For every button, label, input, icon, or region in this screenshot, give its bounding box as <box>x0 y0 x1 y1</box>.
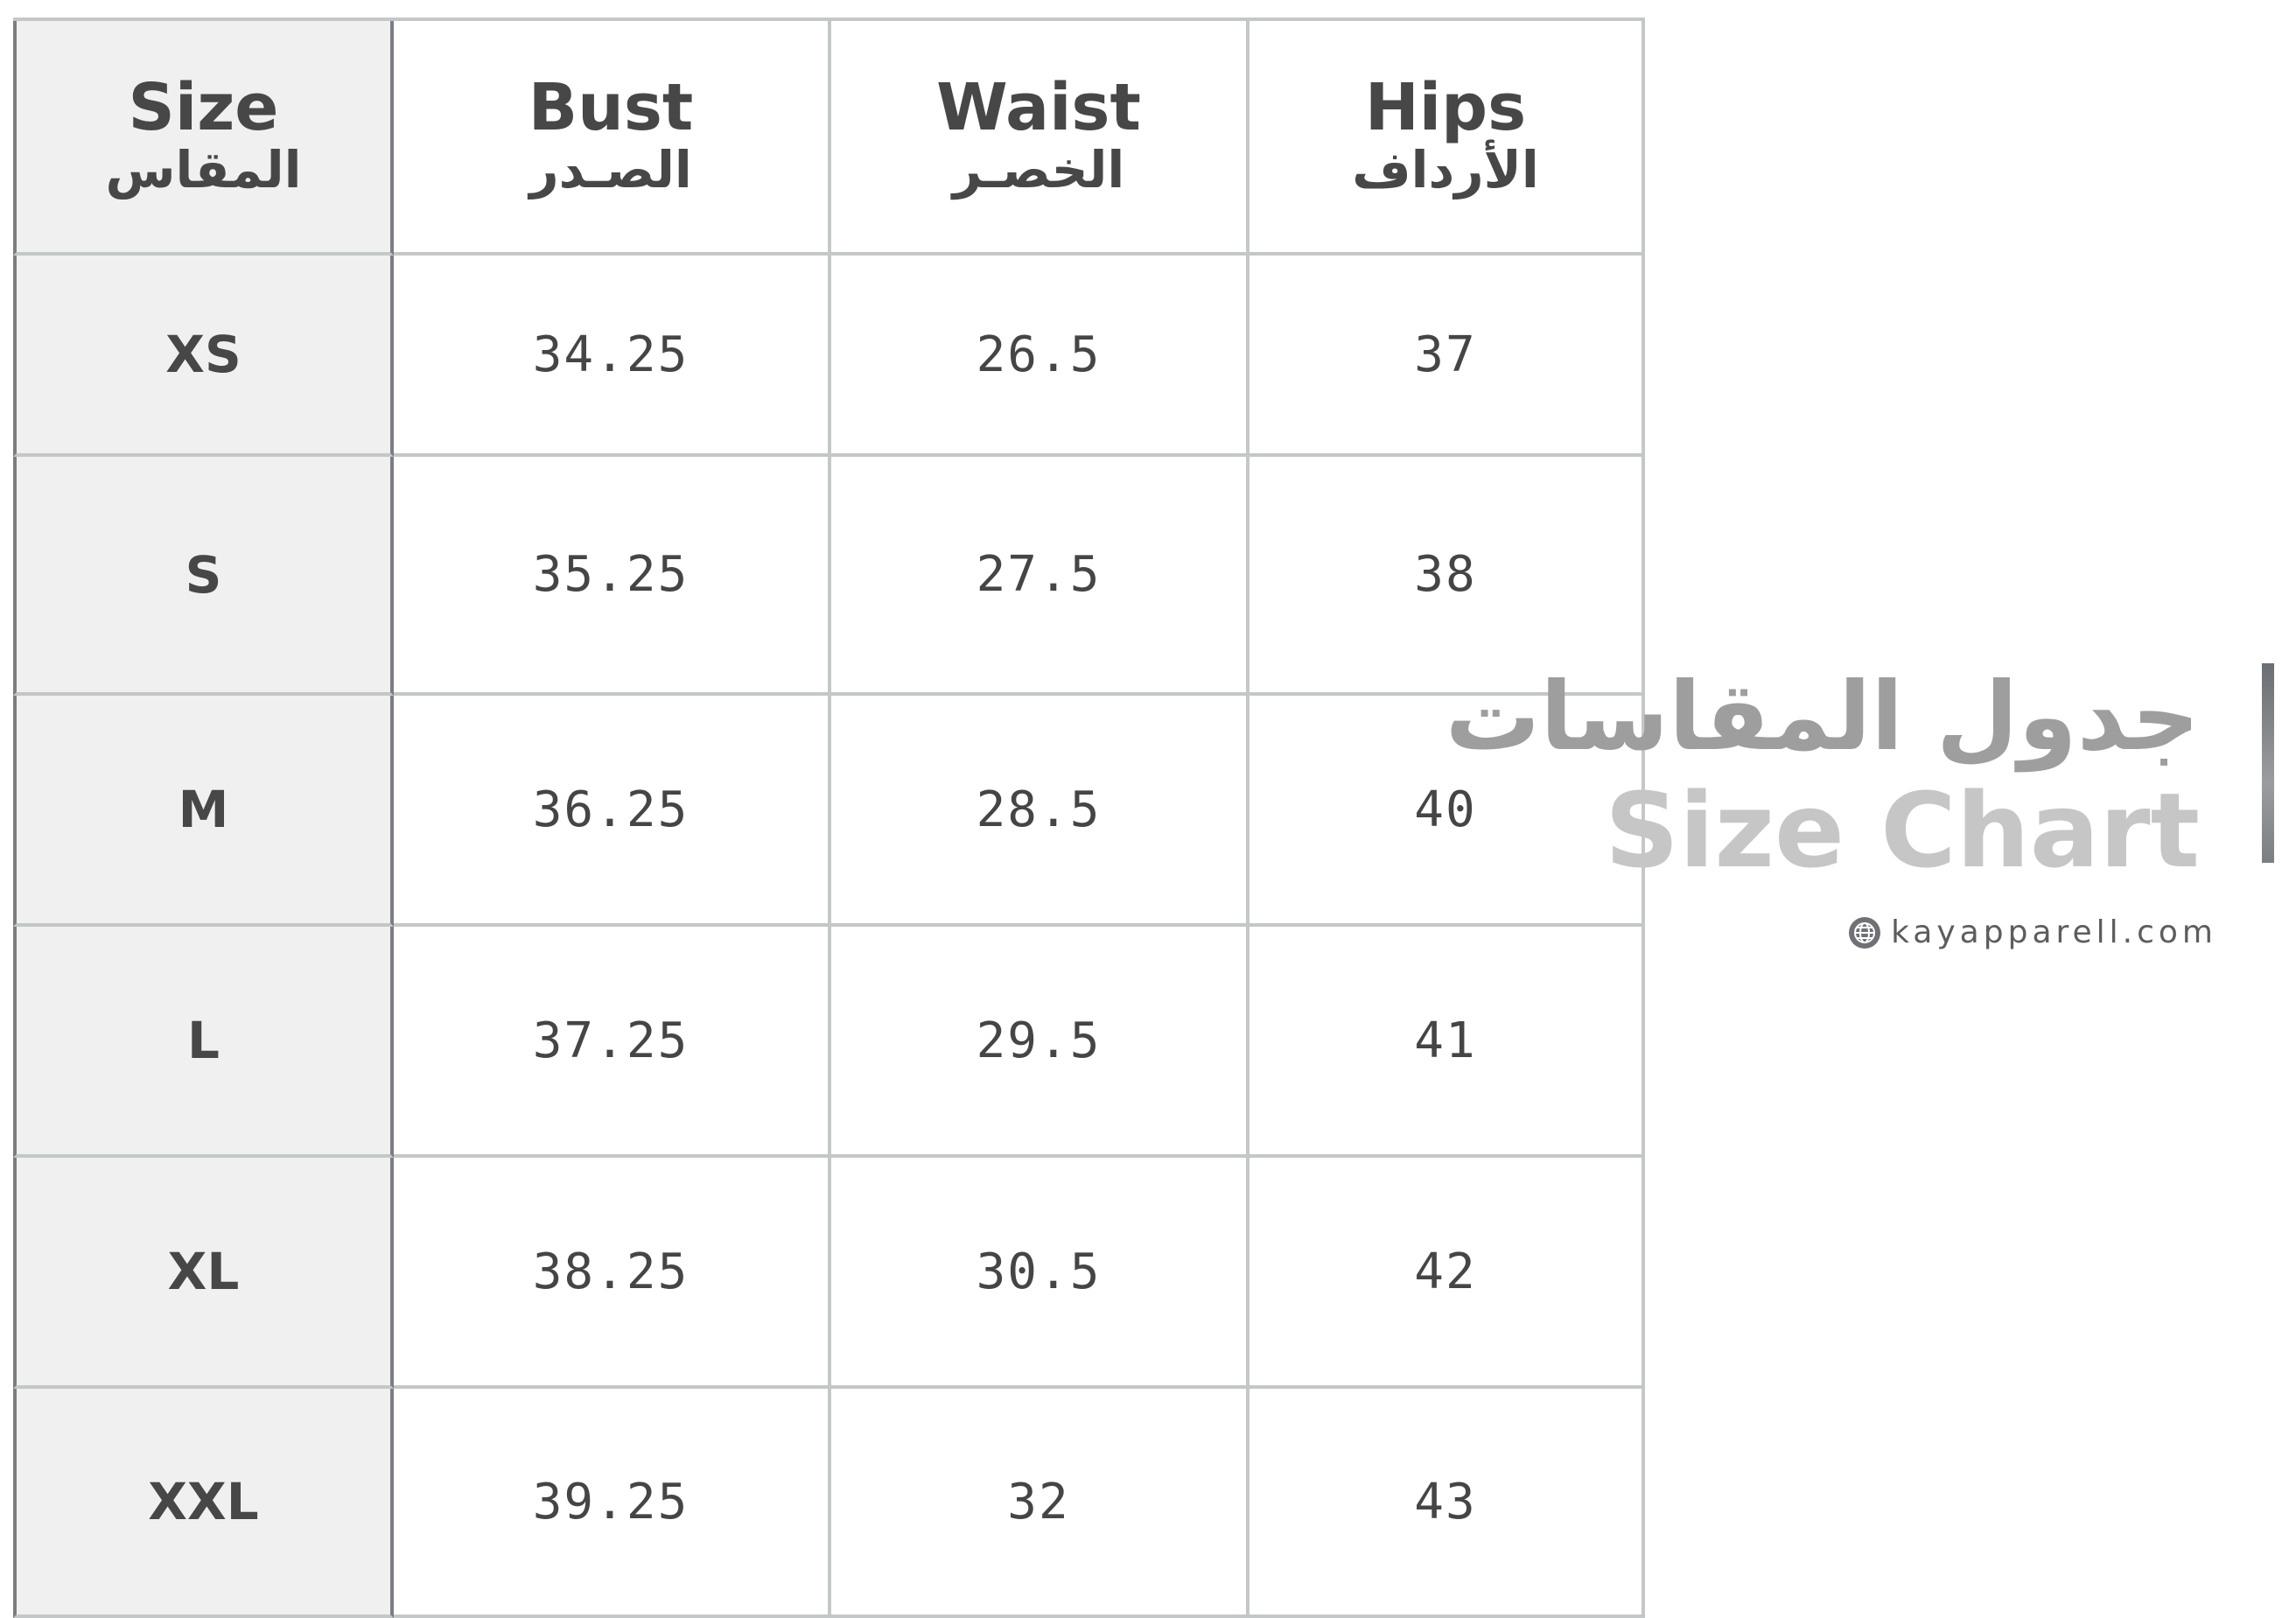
size-label: XL <box>167 1242 240 1301</box>
cell-waist: 27.5 <box>831 457 1250 696</box>
hips-value: 40 <box>1414 781 1477 838</box>
cell-size: XS <box>13 256 394 457</box>
waist-value: 32 <box>1007 1473 1070 1530</box>
cell-bust: 34.25 <box>394 256 831 457</box>
header-bust: Bust الصـدر <box>394 21 831 256</box>
cell-hips: 38 <box>1250 457 1645 696</box>
hips-value: 37 <box>1414 326 1477 383</box>
cell-bust: 37.25 <box>394 927 831 1158</box>
waist-value: 27.5 <box>976 546 1102 603</box>
size-label: XXL <box>148 1472 259 1531</box>
cell-size: L <box>13 927 394 1158</box>
waist-value: 26.5 <box>976 326 1102 383</box>
title-block: جدول المقاسات Size Chart <box>1446 661 2200 887</box>
header-hips-en: Hips <box>1364 70 1527 146</box>
cell-size: XXL <box>13 1389 394 1618</box>
size-label: L <box>187 1011 220 1070</box>
size-label: S <box>185 544 222 605</box>
title-english: Size Chart <box>1604 769 2200 891</box>
cell-waist: 32 <box>831 1389 1250 1618</box>
header-size: Size المقاس <box>13 21 394 256</box>
bust-value: 34.25 <box>532 326 690 383</box>
header-size-ar: المقاس <box>105 139 302 200</box>
cell-hips: 42 <box>1250 1158 1645 1389</box>
website-text: kayapparell.com <box>1891 914 2217 950</box>
header-hips: Hips الأرداف <box>1250 21 1645 256</box>
accent-bar <box>2262 663 2274 863</box>
cell-size: XL <box>13 1158 394 1389</box>
size-label: M <box>178 780 229 839</box>
cell-hips: 43 <box>1250 1389 1645 1618</box>
cell-waist: 26.5 <box>831 256 1250 457</box>
size-chart-table: Size المقاس Bust الصـدر Waist الخصـر Hip… <box>13 18 1645 1618</box>
bust-value: 36.25 <box>532 781 690 838</box>
size-label: XS <box>165 325 242 384</box>
cell-hips: 41 <box>1250 927 1645 1158</box>
hips-value: 38 <box>1414 546 1477 603</box>
globe-icon <box>1849 916 1881 949</box>
waist-value: 29.5 <box>976 1012 1102 1069</box>
bust-value: 39.25 <box>532 1473 690 1530</box>
cell-bust: 39.25 <box>394 1389 831 1618</box>
header-waist: Waist الخصـر <box>831 21 1250 256</box>
header-bust-ar: الصـدر <box>529 139 692 200</box>
cell-bust: 38.25 <box>394 1158 831 1389</box>
cell-size: M <box>13 696 394 927</box>
cell-hips: 37 <box>1250 256 1645 457</box>
cell-waist: 29.5 <box>831 927 1250 1158</box>
bust-value: 38.25 <box>532 1243 690 1300</box>
cell-waist: 30.5 <box>831 1158 1250 1389</box>
hips-value: 41 <box>1414 1012 1477 1069</box>
header-hips-ar: الأرداف <box>1352 139 1539 200</box>
cell-bust: 35.25 <box>394 457 831 696</box>
header-waist-en: Waist <box>936 70 1141 146</box>
waist-value: 28.5 <box>976 781 1102 838</box>
cell-waist: 28.5 <box>831 696 1250 927</box>
hips-value: 42 <box>1414 1243 1477 1300</box>
title-arabic: جدول المقاسات <box>1445 662 2200 772</box>
header-size-en: Size <box>128 70 279 146</box>
website: kayapparell.com <box>1849 914 2217 950</box>
bust-value: 37.25 <box>532 1012 690 1069</box>
header-bust-en: Bust <box>528 70 694 146</box>
bust-value: 35.25 <box>532 546 690 603</box>
hips-value: 43 <box>1414 1473 1477 1530</box>
waist-value: 30.5 <box>976 1243 1102 1300</box>
cell-bust: 36.25 <box>394 696 831 927</box>
cell-hips: 40 <box>1250 696 1645 927</box>
cell-size: S <box>13 457 394 696</box>
header-waist-ar: الخصـر <box>952 139 1125 200</box>
